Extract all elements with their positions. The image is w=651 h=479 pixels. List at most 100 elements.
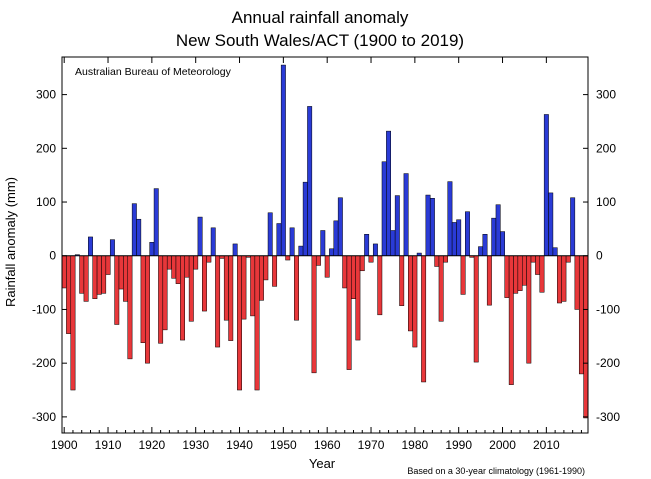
bar-1921 [153, 188, 159, 256]
bar-2004 [517, 255, 523, 291]
bar-2016 [570, 197, 576, 256]
bar-1973 [381, 161, 387, 256]
y-tick-label-right: 300 [596, 88, 616, 102]
bar-1941 [241, 255, 247, 320]
bar-2006 [526, 255, 532, 364]
bar-1916 [131, 203, 137, 256]
bar-1963 [337, 197, 343, 256]
bar-1915 [127, 255, 133, 360]
bar-1988 [447, 181, 453, 256]
bar-2009 [539, 255, 545, 293]
bar-1962 [333, 220, 339, 256]
bar-1909 [101, 255, 107, 294]
bar-1969 [364, 234, 370, 256]
x-tick-label: 1980 [402, 438, 429, 452]
x-tick-label: 1940 [226, 438, 253, 452]
bar-1952 [289, 227, 295, 256]
ticks-layer: -300 -300 -200 -200 -100 -100 0 0 100 100 200 200 30… [32, 57, 620, 452]
bar-2010 [543, 114, 549, 256]
plot-frame [61, 56, 589, 434]
bar-1967 [355, 255, 361, 341]
source-label: Australian Bureau of Meteorology [75, 66, 232, 78]
y-tick-label-left: 0 [49, 249, 56, 263]
bar-1902 [70, 255, 76, 391]
bar-1922 [158, 255, 164, 344]
y-tick-label-right: 200 [596, 141, 616, 155]
bar-1970 [368, 255, 374, 263]
y-tick-label-right: -100 [596, 302, 620, 316]
x-tick-label: 1920 [139, 438, 166, 452]
bar-1982 [421, 255, 427, 383]
bar-1945 [259, 255, 264, 301]
bar-1991 [460, 255, 466, 295]
bar-1984 [429, 198, 435, 256]
bar-2002 [508, 255, 514, 385]
bar-1999 [495, 204, 501, 256]
y-tick-label-left: -100 [32, 302, 56, 316]
y-tick-label-left: -300 [32, 410, 56, 424]
bar-1951 [285, 255, 291, 261]
bar-1940 [237, 255, 242, 391]
bar-2013 [557, 255, 562, 304]
bar-2003 [513, 255, 519, 294]
bar-1929 [188, 255, 194, 322]
y-tick-label-left: 300 [36, 88, 56, 102]
bar-2005 [522, 255, 527, 286]
bar-1931 [197, 216, 203, 256]
x-axis-label: Year [309, 456, 336, 471]
bar-1912 [114, 255, 120, 325]
bar-2008 [535, 255, 541, 275]
bar-2001 [504, 255, 510, 298]
bar-1950 [280, 64, 286, 256]
bar-1933 [206, 255, 212, 263]
bar-1959 [320, 230, 326, 256]
bar-1958 [315, 255, 321, 266]
bar-1904 [79, 255, 85, 294]
bar-1953 [294, 255, 299, 321]
x-tick-label: 1950 [270, 438, 297, 452]
bar-1971 [372, 243, 378, 256]
bar-1946 [263, 255, 269, 281]
bar-1927 [180, 255, 185, 341]
x-tick-label: 1900 [51, 438, 78, 452]
bar-2015 [565, 255, 571, 263]
bar-1901 [66, 255, 72, 334]
chart-title: Annual rainfall anomaly [232, 8, 409, 27]
y-tick-label-right: -200 [596, 356, 620, 370]
bar-1995 [478, 246, 484, 256]
bar-1980 [412, 255, 418, 348]
bar-1986 [438, 255, 444, 322]
x-tick-label: 1930 [182, 438, 209, 452]
bar-1996 [482, 234, 488, 256]
bar-2014 [561, 255, 567, 302]
bar-1985 [434, 255, 440, 267]
x-tick-label: 1910 [95, 438, 122, 452]
y-tick-label-left: 200 [36, 141, 56, 155]
bar-1994 [473, 255, 479, 363]
bar-1956 [307, 106, 313, 256]
bar-2017 [574, 255, 580, 310]
y-tick-label-right: 100 [596, 195, 616, 209]
bar-1900 [61, 255, 67, 289]
bar-1917 [136, 218, 142, 256]
bar-1939 [232, 243, 238, 256]
bar-1983 [425, 194, 431, 256]
bars-layer [61, 64, 589, 419]
bar-1961 [329, 248, 335, 256]
bar-1911 [109, 239, 115, 256]
bar-2019 [583, 255, 589, 419]
bar-1949 [276, 223, 282, 256]
bar-1954 [298, 245, 304, 256]
bar-1966 [351, 255, 356, 299]
bar-1910 [105, 255, 111, 275]
bar-1947 [267, 212, 273, 256]
bar-1997 [486, 255, 492, 306]
bar-1928 [184, 255, 190, 278]
bar-2012 [552, 247, 558, 256]
bar-1987 [443, 255, 448, 263]
bar-1979 [408, 255, 413, 332]
bar-1906 [88, 236, 93, 256]
bar-1968 [359, 255, 365, 272]
bar-1992 [465, 211, 470, 256]
